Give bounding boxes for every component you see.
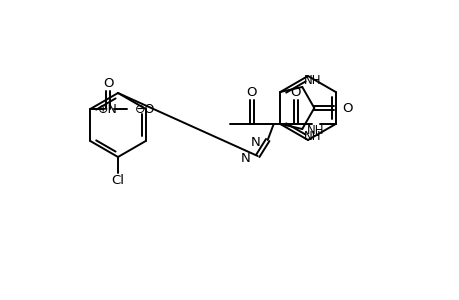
Text: ⊕N: ⊕N [98, 103, 118, 116]
Text: O: O [341, 101, 352, 115]
Text: NH: NH [303, 130, 321, 142]
Text: NH: NH [306, 124, 324, 136]
Text: NH: NH [303, 74, 321, 86]
Text: N: N [251, 136, 260, 148]
Text: O: O [290, 85, 300, 98]
Text: Cl: Cl [111, 175, 124, 188]
Text: N: N [241, 152, 250, 164]
Text: ⊖O: ⊖O [135, 103, 155, 116]
Text: O: O [246, 85, 257, 98]
Text: O: O [103, 76, 113, 89]
